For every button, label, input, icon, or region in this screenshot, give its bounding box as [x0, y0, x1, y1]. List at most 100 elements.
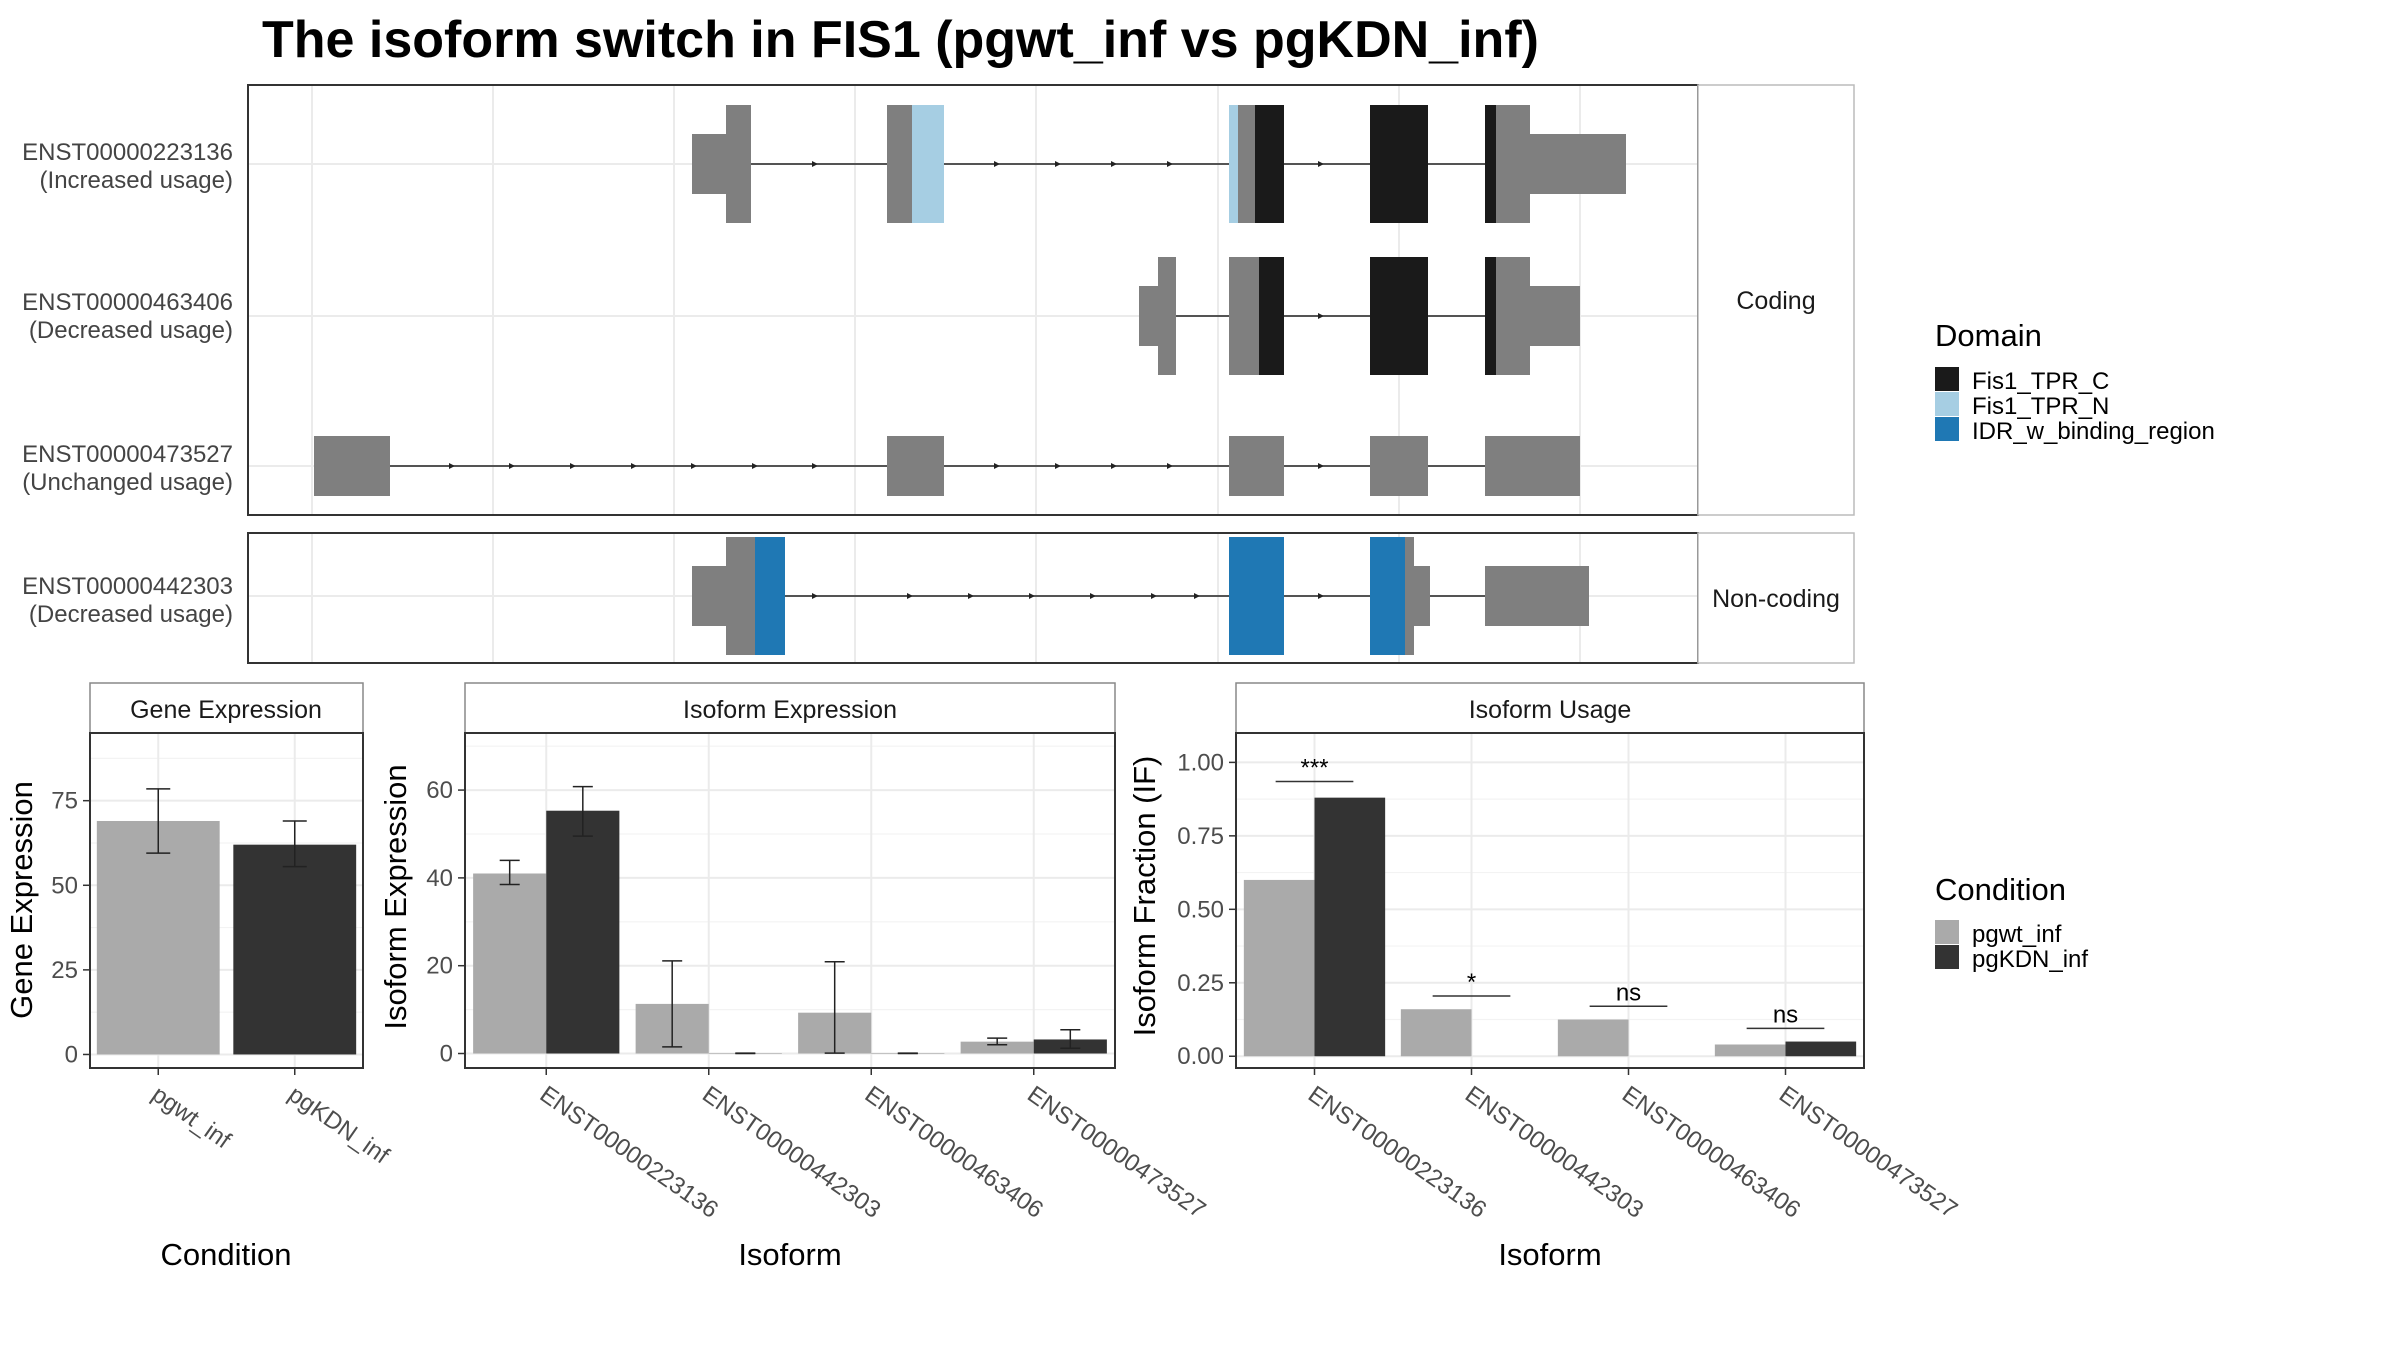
x-tick-label: ENST00000463406 — [860, 1081, 1048, 1224]
intron-arrow — [1111, 463, 1117, 469]
plot-border — [89, 732, 364, 1069]
cds-exon — [726, 537, 755, 655]
intron-arrow — [1090, 593, 1096, 599]
intron-arrow — [1167, 463, 1173, 469]
intron-arrow — [631, 463, 637, 469]
intron-arrow — [907, 593, 913, 599]
intron-arrow — [1151, 593, 1157, 599]
legend-label: pgKDN_inf — [1972, 946, 2088, 973]
x-tick-label: ENST00000223136 — [535, 1081, 723, 1224]
bars — [96, 788, 357, 1055]
cds-exon — [887, 105, 912, 223]
row-label-status: (Unchanged usage) — [22, 469, 233, 496]
bar — [96, 820, 220, 1055]
cds-exon — [1405, 537, 1414, 655]
noncoding-panel-frame — [247, 532, 1699, 664]
cds-exon — [912, 105, 944, 223]
utr-exon — [692, 566, 726, 626]
cds-exon — [1370, 537, 1405, 655]
intron-arrow — [1318, 593, 1324, 599]
bar — [960, 1041, 1034, 1054]
x-axis-title: Isoform — [738, 1237, 841, 1272]
utr-exon — [1485, 436, 1580, 496]
coding-strip: Coding — [1697, 84, 1855, 516]
intron-arrow — [691, 463, 697, 469]
significance-label: ns — [1616, 979, 1641, 1006]
intron-arrow — [1055, 161, 1061, 167]
intron-arrow — [1167, 161, 1173, 167]
structure-rows — [314, 105, 1626, 655]
cds-exon — [1229, 537, 1284, 655]
utr-exon — [887, 436, 944, 496]
x-axis-title: Condition — [161, 1237, 292, 1272]
cds-exon — [1158, 257, 1176, 375]
isoform-expression-chart: Isoform Expression 0 20 40 60 ENST000002231… — [378, 682, 1211, 1272]
y-axis-title: Isoform Expression — [378, 764, 413, 1029]
significance-label: *** — [1300, 754, 1328, 781]
cds-exon — [1485, 105, 1496, 223]
y-tick-label: 40 — [426, 865, 453, 892]
utr-exon — [1229, 436, 1284, 496]
cds-exon — [1229, 105, 1238, 223]
utr-exon — [1522, 134, 1626, 194]
chart-strip-title: Isoform Expression — [683, 696, 897, 724]
x-tick-label: ENST00000473527 — [1022, 1081, 1210, 1224]
domain-legend: Domain Fis1_TPR_C Fis1_TPR_N IDR_w_bindi… — [1935, 318, 2215, 445]
utr-exon — [1370, 436, 1428, 496]
intron-arrow — [968, 593, 974, 599]
x-axis-title: Isoform — [1498, 1237, 1601, 1272]
bar — [233, 844, 357, 1055]
y-tick-label: 0.75 — [1177, 823, 1224, 850]
plot-border — [1235, 732, 1865, 1069]
bar — [1557, 1019, 1629, 1057]
legend-swatch-fis1-tpr-n — [1935, 392, 1959, 416]
condition-legend: Condition pgwt_inf pgKDN_inf — [1935, 872, 2088, 973]
row-label-status: (Decreased usage) — [29, 317, 233, 344]
intron-arrow — [752, 463, 758, 469]
bar — [546, 810, 620, 1054]
cds-exon — [1370, 105, 1428, 223]
row-label-id: ENST00000463406 — [22, 289, 233, 316]
x-axis: ENST00000223136ENST00000442303ENST000004… — [535, 1068, 1211, 1224]
y-tick-label: 0 — [440, 1041, 453, 1068]
y-axis: 0 20 40 60 — [426, 777, 465, 1068]
domain-legend-title: Domain — [1935, 318, 2042, 353]
cds-exon — [1485, 257, 1496, 375]
intron-arrow — [1029, 593, 1035, 599]
y-tick-label: 1.00 — [1177, 749, 1224, 776]
row-label-status: (Increased usage) — [40, 167, 233, 194]
transcript-row — [314, 436, 1580, 496]
y-axis-title: Gene Expression — [4, 781, 39, 1019]
condition-legend-title: Condition — [1935, 872, 2066, 907]
noncoding-strip-label: Non-coding — [1712, 585, 1840, 613]
legend-swatch-pgwt-inf — [1935, 920, 1959, 944]
chart-strip-title: Isoform Usage — [1469, 696, 1632, 724]
utr-exon — [314, 436, 390, 496]
y-tick-label: 75 — [51, 788, 78, 815]
legend-swatch-pgkdn-inf — [1935, 945, 1959, 969]
coding-panel-frame — [247, 84, 1699, 516]
cds-exon — [755, 537, 785, 655]
noncoding-strip: Non-coding — [1697, 532, 1855, 664]
legend-label: pgwt_inf — [1972, 921, 2062, 948]
utr-exon — [1522, 286, 1580, 346]
chart-strip — [464, 682, 1116, 734]
intron-arrow — [812, 161, 818, 167]
y-axis-title: Isoform Fraction (IF) — [1127, 756, 1162, 1037]
coding-strip-box — [1697, 84, 1855, 516]
coding-strip-label: Coding — [1736, 287, 1815, 315]
cds-exon — [1238, 105, 1255, 223]
bars — [473, 785, 1107, 1055]
y-tick-label: 0.50 — [1177, 896, 1224, 923]
intron-arrow — [509, 463, 515, 469]
legend-label: Fis1_TPR_C — [1972, 368, 2109, 395]
chart-strip-title: Gene Expression — [130, 696, 322, 724]
noncoding-strip-box — [1697, 532, 1855, 664]
intron-arrow — [570, 463, 576, 469]
intron-arrow — [1318, 313, 1324, 319]
x-tick-label: ENST00000442303 — [697, 1081, 885, 1224]
x-axis: pgwt_inf pgKDN_inf — [147, 1068, 394, 1170]
intron-arrow — [812, 593, 818, 599]
